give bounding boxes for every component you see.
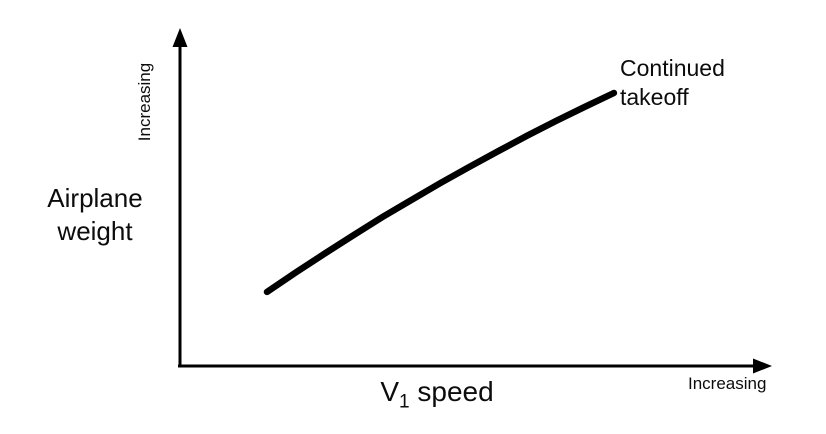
x-axis-arrowhead-icon	[753, 358, 772, 374]
y-axis-label-line1: Airplane	[47, 183, 143, 213]
x-axis-label-rest: speed	[409, 376, 494, 407]
series-label-line2: takeoff	[620, 83, 689, 110]
y-axis-label-line2: weight	[57, 215, 133, 246]
series-label-line1: Continued	[620, 55, 725, 81]
y-axis-arrowhead-icon	[172, 28, 188, 47]
y-axis-label: Airplane weight	[20, 182, 170, 247]
y-axis-increasing-label: Increasing	[135, 62, 154, 142]
x-axis-label-subscript: 1	[399, 391, 410, 413]
x-axis-label-base: V	[380, 376, 399, 407]
x-axis-label: V1 speed	[347, 376, 527, 412]
continued-takeoff-curve	[263, 89, 618, 296]
series-label-continued-takeoff: Continued takeoff	[620, 54, 725, 112]
x-axis-increasing-label: Increasing	[688, 374, 767, 393]
